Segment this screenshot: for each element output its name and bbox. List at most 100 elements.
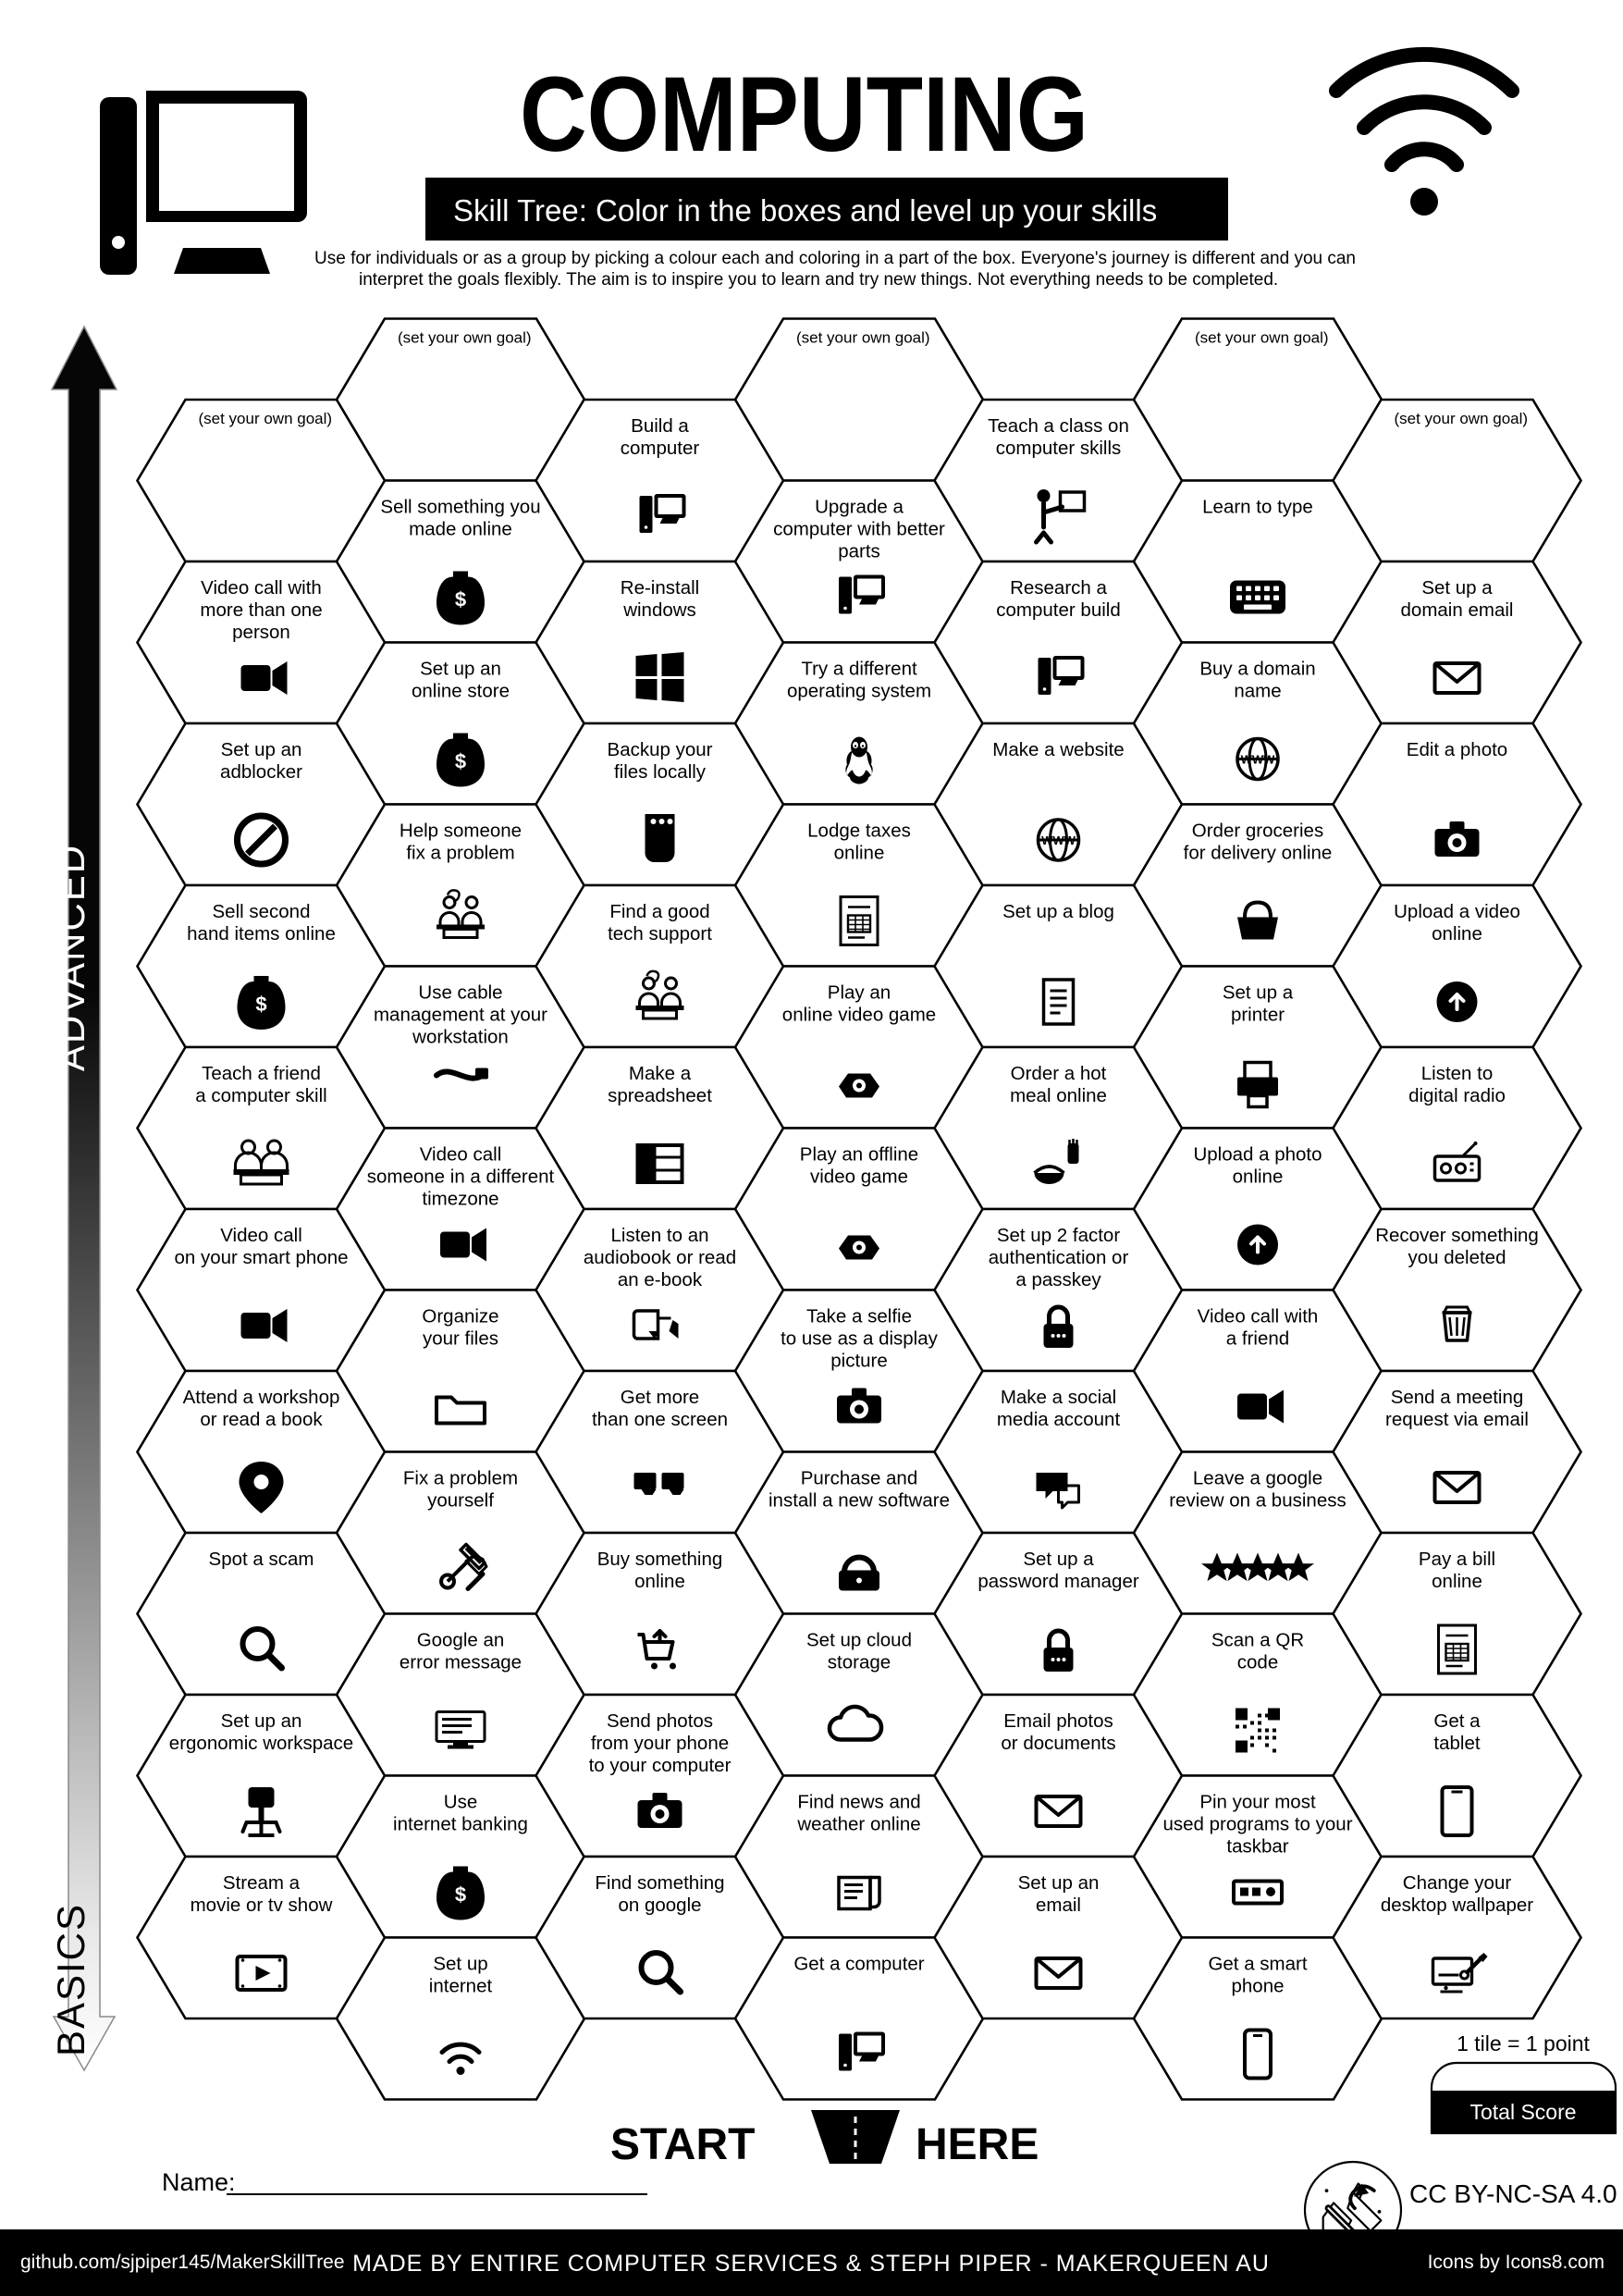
svg-text:Try a different: Try a different bbox=[801, 659, 917, 680]
svg-text:request via email: request via email bbox=[1385, 1409, 1529, 1430]
svg-text:someone in a different: someone in a different bbox=[367, 1167, 555, 1188]
svg-text:Set up an: Set up an bbox=[1018, 1872, 1100, 1894]
svg-text:Order groceries: Order groceries bbox=[1192, 821, 1323, 842]
svg-text:domain email: domain email bbox=[1401, 599, 1514, 621]
svg-text:Set up an: Set up an bbox=[221, 739, 302, 760]
svg-text:Scan a QR: Scan a QR bbox=[1211, 1630, 1304, 1651]
svg-text:for delivery online: for delivery online bbox=[1184, 843, 1333, 864]
svg-text:$: $ bbox=[455, 588, 466, 611]
svg-text:Stream a: Stream a bbox=[223, 1872, 301, 1894]
svg-text:an e-book: an e-book bbox=[618, 1269, 703, 1290]
svg-text:Video call with: Video call with bbox=[201, 577, 322, 599]
svg-text:error message: error message bbox=[400, 1652, 522, 1673]
svg-text:or read a book: or read a book bbox=[200, 1409, 323, 1430]
svg-text:Video call: Video call bbox=[420, 1144, 502, 1166]
svg-text:Set up a: Set up a bbox=[1421, 577, 1493, 599]
svg-text:printer: printer bbox=[1231, 1005, 1285, 1026]
svg-text:Icons by Icons8.com: Icons by Icons8.com bbox=[1428, 2252, 1605, 2273]
svg-text:Edit a photo: Edit a photo bbox=[1407, 739, 1507, 760]
svg-text:fix a problem: fix a problem bbox=[406, 843, 514, 864]
svg-text:Buy something: Buy something bbox=[597, 1549, 723, 1570]
svg-text:name: name bbox=[1234, 681, 1281, 702]
svg-text:computer with better: computer with better bbox=[773, 519, 945, 540]
svg-text:a computer skill: a computer skill bbox=[195, 1085, 326, 1106]
svg-text:phone: phone bbox=[1231, 1976, 1284, 1997]
svg-text:Get a: Get a bbox=[1433, 1710, 1481, 1732]
svg-text:used programs to your: used programs to your bbox=[1162, 1814, 1352, 1835]
svg-text:online video game: online video game bbox=[782, 1005, 936, 1026]
svg-text:Change your: Change your bbox=[1403, 1872, 1512, 1894]
svg-text:Get more: Get more bbox=[621, 1387, 699, 1408]
svg-text:Teach a class on: Teach a class on bbox=[988, 415, 1129, 437]
svg-text:operating system: operating system bbox=[787, 681, 931, 702]
svg-text:media account: media account bbox=[997, 1409, 1121, 1430]
svg-text:github.com/sjpiper145/MakerSki: github.com/sjpiper145/MakerSkillTree bbox=[20, 2252, 345, 2273]
svg-text:files locally: files locally bbox=[614, 761, 707, 783]
svg-text:internet: internet bbox=[429, 1976, 493, 1997]
svg-text:or documents: or documents bbox=[1001, 1733, 1115, 1754]
svg-text:WWW: WWW bbox=[1041, 833, 1076, 847]
svg-text:your files: your files bbox=[423, 1328, 498, 1350]
svg-text:Sell second: Sell second bbox=[213, 901, 311, 922]
svg-text:Set up a: Set up a bbox=[1023, 1549, 1094, 1570]
svg-text:START: START bbox=[610, 2120, 755, 2169]
svg-text:computer build: computer build bbox=[996, 599, 1120, 621]
svg-text:Find a good: Find a good bbox=[609, 901, 709, 922]
svg-text:online: online bbox=[1432, 1571, 1482, 1592]
svg-text:WWW: WWW bbox=[1241, 753, 1276, 767]
svg-text:CC BY-NC-SA 4.0: CC BY-NC-SA 4.0 bbox=[1409, 2179, 1617, 2208]
svg-text:hand items online: hand items online bbox=[187, 923, 336, 944]
svg-text:online store: online store bbox=[412, 681, 510, 702]
svg-text:install a new software: install a new software bbox=[768, 1490, 950, 1512]
svg-text:Make a: Make a bbox=[629, 1063, 692, 1084]
svg-text:Get a computer: Get a computer bbox=[793, 1954, 924, 1975]
svg-text:Play an: Play an bbox=[828, 982, 891, 1004]
svg-text:parts: parts bbox=[838, 541, 880, 562]
svg-text:Listen to: Listen to bbox=[1421, 1063, 1494, 1084]
svg-text:on your smart phone: on your smart phone bbox=[174, 1247, 348, 1268]
svg-text:taskbar: taskbar bbox=[1226, 1836, 1288, 1858]
svg-text:(set your own goal): (set your own goal) bbox=[199, 410, 333, 427]
svg-text:a friend: a friend bbox=[1226, 1328, 1289, 1350]
svg-text:$: $ bbox=[455, 750, 466, 773]
svg-text:storage: storage bbox=[828, 1652, 891, 1673]
svg-text:than one screen: than one screen bbox=[592, 1409, 728, 1430]
svg-text:Use for individuals or as a gr: Use for individuals or as a group by pic… bbox=[314, 249, 1356, 268]
svg-text:Attend a workshop: Attend a workshop bbox=[183, 1387, 340, 1408]
svg-text:Spot a scam: Spot a scam bbox=[209, 1549, 314, 1570]
svg-text:weather online: weather online bbox=[796, 1814, 920, 1835]
svg-text:Upload a video: Upload a video bbox=[1394, 901, 1520, 922]
svg-text:timezone: timezone bbox=[422, 1189, 498, 1210]
svg-text:Build a: Build a bbox=[631, 415, 689, 437]
svg-text:video game: video game bbox=[810, 1167, 908, 1188]
svg-text:more than one: more than one bbox=[200, 599, 322, 621]
svg-text:tech support: tech support bbox=[608, 923, 712, 944]
svg-text:online: online bbox=[1432, 923, 1482, 944]
svg-text:Lodge taxes: Lodge taxes bbox=[807, 821, 911, 842]
svg-text:Leave a google: Leave a google bbox=[1193, 1468, 1322, 1489]
svg-text:Purchase and: Purchase and bbox=[801, 1468, 918, 1489]
svg-text:Name:: Name: bbox=[162, 2168, 236, 2196]
svg-text:online: online bbox=[1233, 1167, 1284, 1188]
svg-text:(set your own goal): (set your own goal) bbox=[1195, 329, 1329, 347]
svg-text:Send photos: Send photos bbox=[607, 1710, 713, 1732]
svg-text:internet banking: internet banking bbox=[393, 1814, 528, 1835]
svg-text:Sell something you: Sell something you bbox=[380, 497, 540, 518]
svg-text:Set up an: Set up an bbox=[221, 1710, 302, 1732]
svg-text:online: online bbox=[834, 843, 885, 864]
svg-text:authentication or: authentication or bbox=[989, 1247, 1129, 1268]
svg-text:windows: windows bbox=[622, 599, 696, 621]
svg-text:ergonomic workspace: ergonomic workspace bbox=[169, 1733, 353, 1754]
svg-text:Find something: Find something bbox=[595, 1872, 724, 1894]
svg-text:Take a selfie: Take a selfie bbox=[806, 1306, 912, 1327]
svg-text:ADVANCED: ADVANCED bbox=[49, 844, 92, 1071]
svg-text:computer: computer bbox=[621, 438, 700, 459]
svg-text:adblocker: adblocker bbox=[220, 761, 302, 783]
svg-text:Find news and: Find news and bbox=[797, 1792, 920, 1813]
svg-text:Pay a bill: Pay a bill bbox=[1419, 1549, 1495, 1570]
svg-text:management at your: management at your bbox=[374, 1005, 547, 1026]
svg-text:movie or tv show: movie or tv show bbox=[191, 1895, 333, 1916]
svg-text:interpret the goals flexibly.: interpret the goals flexibly. The aim is… bbox=[359, 270, 1278, 290]
svg-text:BASICS: BASICS bbox=[49, 1903, 92, 2056]
svg-text:yourself: yourself bbox=[427, 1490, 494, 1512]
